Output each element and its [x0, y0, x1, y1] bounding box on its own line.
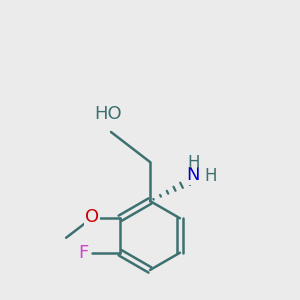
Text: N: N [187, 167, 200, 184]
Text: HO: HO [94, 105, 122, 123]
Text: H: H [204, 167, 217, 185]
Text: H: H [187, 154, 200, 172]
Text: F: F [78, 244, 88, 262]
Text: O: O [85, 208, 99, 226]
